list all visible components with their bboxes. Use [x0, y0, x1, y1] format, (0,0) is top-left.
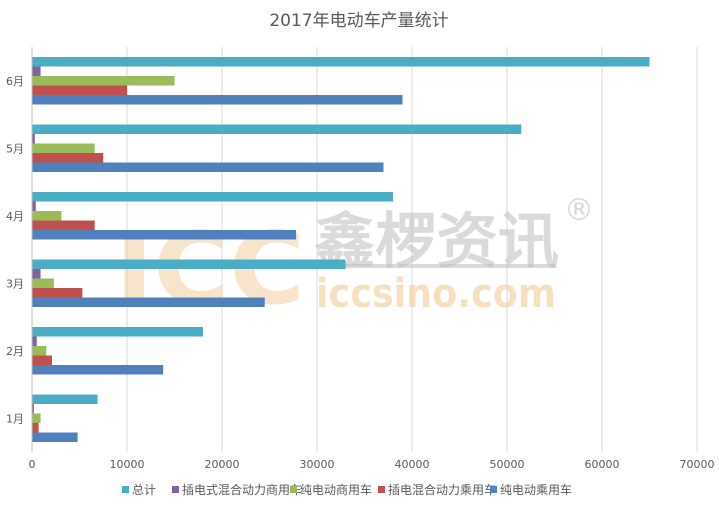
bar	[32, 327, 203, 337]
bar	[32, 288, 83, 298]
x-tick-label: 70000	[680, 458, 715, 471]
legend-label: 插电式混合动力商用车	[182, 482, 302, 497]
legend-swatch	[172, 486, 179, 493]
x-tick-label: 40000	[395, 458, 430, 471]
bar	[32, 143, 95, 153]
y-axis: 1月 2月 3月 4月 5月 6月	[6, 47, 33, 452]
chart-title: 2017年电动车产量统计	[269, 11, 448, 31]
y-tick-label: 2月	[6, 345, 24, 358]
bar	[32, 432, 78, 442]
bar	[32, 365, 164, 375]
bar	[32, 297, 265, 307]
bars	[32, 57, 650, 442]
bar	[32, 355, 52, 365]
bar	[32, 278, 54, 288]
bar	[32, 346, 47, 356]
bar	[32, 124, 522, 134]
y-tick-label: 1月	[6, 412, 24, 425]
bar	[32, 134, 35, 144]
bar	[32, 201, 36, 211]
x-tick-label: 20000	[205, 458, 240, 471]
legend-swatch	[122, 486, 129, 493]
bar	[32, 404, 34, 414]
bar	[32, 220, 95, 230]
bar	[32, 57, 650, 67]
x-tick-label: 50000	[490, 458, 525, 471]
legend-swatch	[490, 486, 497, 493]
bar	[32, 66, 41, 76]
bar	[32, 153, 104, 163]
bar	[32, 394, 98, 404]
x-tick-label: 30000	[300, 458, 335, 471]
legend-label: 纯电动乘用车	[500, 482, 572, 497]
bar	[32, 230, 297, 240]
bar	[32, 95, 403, 105]
bar	[32, 259, 346, 269]
bar	[32, 85, 127, 95]
legend-label: 总计	[132, 483, 156, 497]
y-tick-label: 5月	[6, 142, 24, 155]
y-tick-label: 6月	[6, 75, 24, 88]
bar	[32, 211, 62, 221]
legend-swatch	[378, 486, 385, 493]
y-tick-label: 4月	[6, 210, 24, 223]
legend-swatch	[290, 486, 297, 493]
bar	[32, 76, 175, 86]
legend-label: 插电混合动力乘用车	[388, 482, 496, 497]
y-tick-label: 3月	[6, 277, 24, 290]
bar	[32, 423, 39, 433]
bar	[32, 162, 384, 172]
bar	[32, 413, 41, 423]
x-tick-label: 0	[29, 458, 36, 471]
watermark-divider	[314, 264, 556, 268]
watermark-url: iccsino.com	[316, 271, 556, 317]
x-tick-label: 60000	[585, 458, 620, 471]
x-axis: 0 10000 20000 30000 40000 50000 60000 70000	[29, 458, 715, 471]
bar	[32, 269, 41, 279]
bar	[32, 336, 37, 346]
legend-label: 纯电动商用车	[300, 482, 372, 497]
x-tick-label: 10000	[110, 458, 145, 471]
watermark-registered: ®	[564, 193, 594, 228]
bar	[32, 192, 393, 202]
